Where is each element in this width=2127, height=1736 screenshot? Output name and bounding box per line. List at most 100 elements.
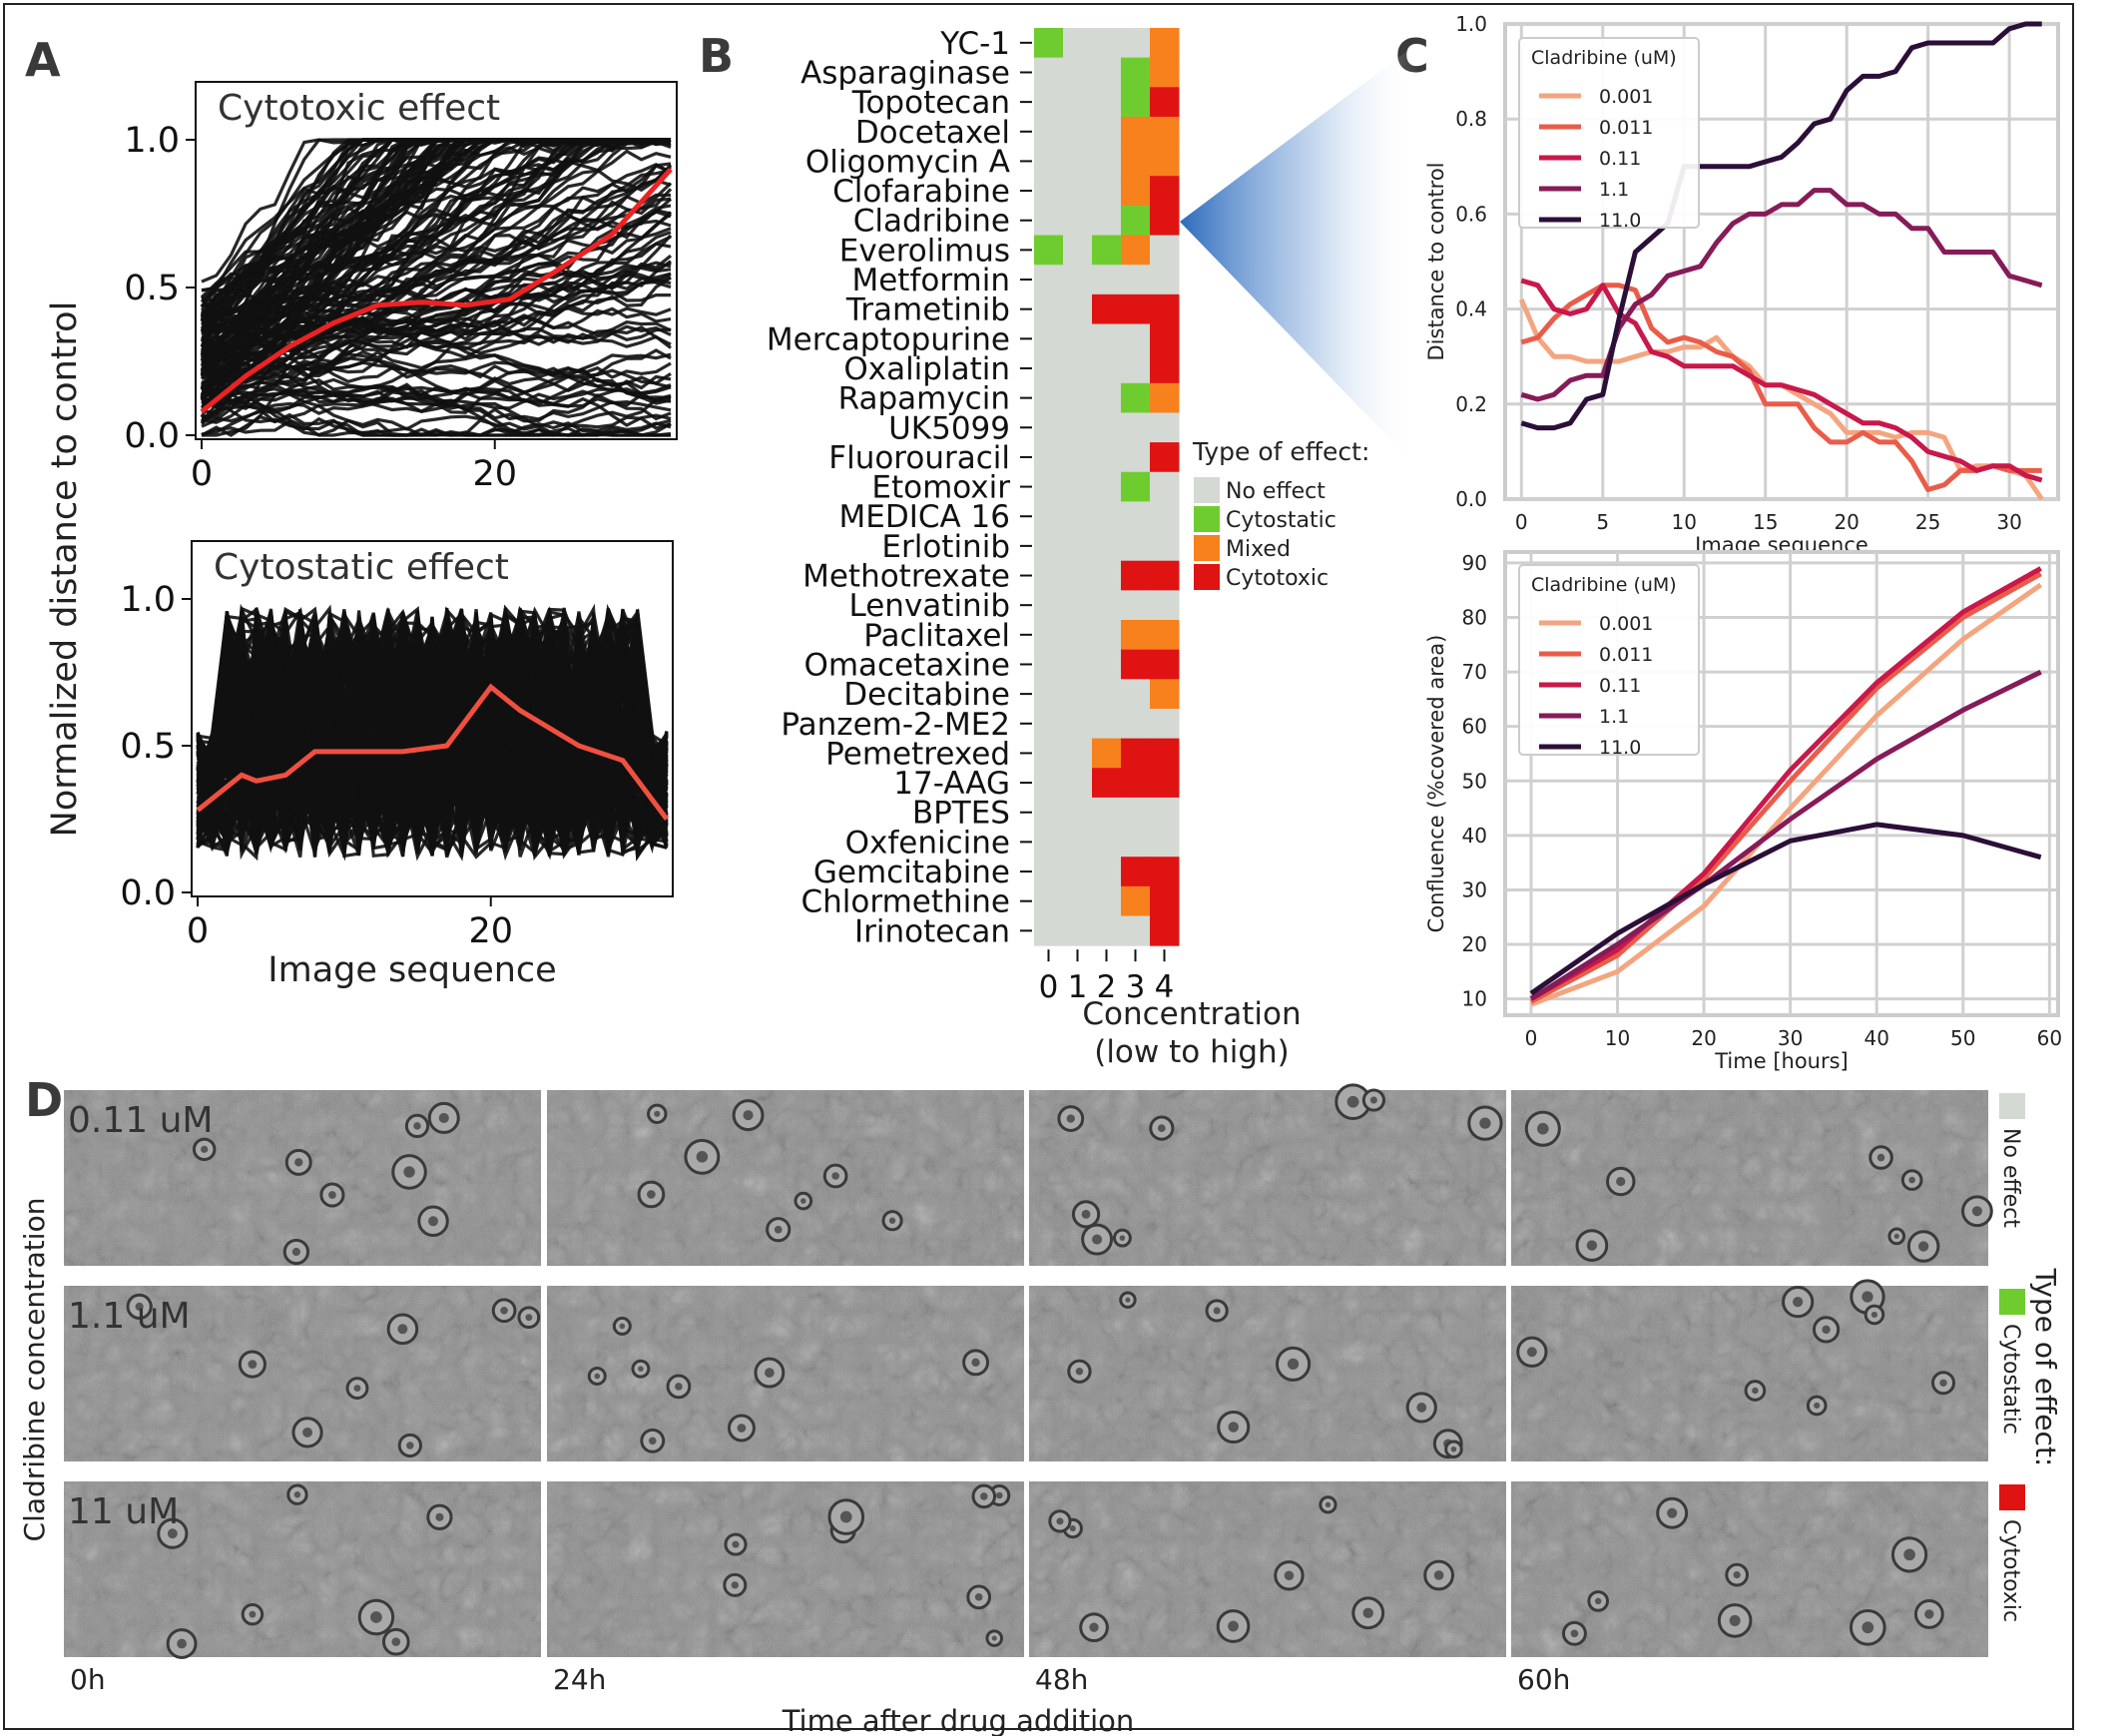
cell-nucleus — [248, 1360, 258, 1369]
effect-legend-swatch — [1194, 535, 1220, 561]
heatmap-cell — [1092, 205, 1122, 237]
heatmap-cell — [1063, 857, 1093, 887]
panel-d-ylabel: Cladribine concentration — [18, 1198, 51, 1542]
time-label: 24h — [553, 1663, 606, 1696]
drug-label: Oxfenicine — [845, 825, 1010, 861]
heatmap-cell — [1063, 649, 1093, 680]
y-tick-label: 1.0 — [1455, 12, 1487, 36]
sample-trajectory — [197, 603, 668, 857]
drug-label: Paclitaxel — [863, 618, 1010, 654]
sample-trajectory — [200, 214, 672, 307]
drug-label: Topotecan — [851, 85, 1010, 121]
sample-trajectory — [201, 348, 672, 405]
cell-nucleus — [201, 1145, 209, 1153]
series-line — [1529, 566, 2042, 1001]
micrograph-tile — [547, 1286, 1024, 1461]
time-label: 48h — [1035, 1663, 1088, 1696]
heatmap-cell — [1150, 471, 1180, 502]
drug-label: Asparaginase — [800, 55, 1010, 91]
cell-nucleus — [991, 1635, 997, 1641]
heatmap-cell — [1034, 560, 1064, 591]
heatmap-cell — [1121, 620, 1151, 651]
sample-trajectory — [201, 205, 672, 362]
cell-nucleus — [167, 1528, 178, 1539]
x-tick-label: 20 — [1834, 510, 1859, 534]
cell-nucleus — [302, 1427, 312, 1438]
drug-label: Erlotinib — [881, 529, 1010, 565]
cell-nucleus — [1861, 1621, 1874, 1634]
heatmap-cell — [1121, 471, 1151, 502]
cell-nucleus — [737, 1424, 747, 1433]
legend-box — [1518, 564, 1700, 756]
y-tick-label: 0.5 — [120, 727, 176, 767]
cell-nucleus — [743, 1110, 754, 1121]
heatmap-cell — [1063, 412, 1093, 443]
cell-nucleus — [800, 1198, 806, 1204]
cell-nucleus — [1228, 1620, 1239, 1632]
heatmap-cell — [1092, 738, 1122, 769]
heatmap-cell — [1063, 28, 1093, 59]
concentration-label: 2 — [1097, 969, 1117, 1005]
heatmap-cell — [1063, 620, 1093, 651]
heatmap-cell — [1063, 560, 1093, 591]
heatmap-cell — [1034, 857, 1064, 887]
heatmap-cell — [1034, 649, 1064, 680]
cell-nucleus — [971, 1358, 980, 1367]
drug-label: MEDICA 16 — [839, 499, 1011, 535]
cell-nucleus — [774, 1225, 783, 1234]
heatmap-cell — [1150, 442, 1180, 473]
heatmap-cell — [1063, 915, 1093, 946]
heatmap-cell — [1092, 28, 1122, 59]
series-line — [1530, 582, 2043, 1007]
heatmap-cell — [1121, 293, 1151, 324]
heatmap-cell — [1034, 885, 1064, 916]
effect-legend-label: Mixed — [1226, 537, 1291, 562]
heatmap-cell — [1063, 235, 1093, 266]
heatmap-cell — [1150, 116, 1180, 148]
heatmap-cell — [1150, 590, 1180, 621]
micrograph-grain — [547, 1286, 1024, 1461]
micrograph-tile — [1029, 1481, 1506, 1657]
cell-nucleus — [1876, 1153, 1885, 1162]
heatmap-cell — [1092, 265, 1122, 295]
heatmap-cell — [1150, 323, 1180, 354]
sample-trajectory — [201, 276, 672, 389]
heatmap-cell — [1063, 57, 1093, 88]
effect-swatch — [1999, 1093, 2025, 1119]
heatmap-cell — [1121, 205, 1151, 237]
y-tick-label: 10 — [1462, 987, 1487, 1011]
sample-trajectory — [201, 392, 672, 423]
panel-a: Normalized distance to control Cytotoxic… — [45, 81, 678, 990]
cell-nucleus — [370, 1611, 382, 1623]
heatmap-cell — [1092, 382, 1122, 413]
x-tick-label: 10 — [1605, 1026, 1630, 1050]
effect-legend-swatch — [1194, 506, 1220, 532]
heatmap-cell — [1121, 857, 1151, 887]
x-tick-label: 30 — [1996, 510, 2021, 534]
cell-nucleus — [974, 1593, 983, 1601]
heatmap-cell — [1121, 323, 1151, 354]
cell-nucleus — [1362, 1607, 1373, 1619]
cell-nucleus — [1917, 1241, 1929, 1252]
time-label: 60h — [1517, 1663, 1570, 1696]
cell-nucleus — [1822, 1325, 1831, 1335]
heatmap-cell — [1034, 412, 1064, 443]
x-tick-label: 25 — [1915, 510, 1940, 534]
series-line — [1529, 571, 2042, 1004]
heatmap-cell — [1034, 797, 1064, 829]
cell-nucleus — [619, 1323, 626, 1330]
cell-nucleus — [1893, 1233, 1899, 1239]
cell-nucleus — [1924, 1609, 1934, 1619]
time-label: 0h — [70, 1663, 106, 1696]
x-tick-label: 5 — [1596, 510, 1609, 534]
micrograph-tile — [1029, 1083, 1506, 1266]
heatmap-cell — [1092, 323, 1122, 354]
effect-side-label: Cytostatic — [1998, 1324, 2023, 1435]
heatmap-cell — [1034, 738, 1064, 769]
heatmap-cell — [1063, 827, 1093, 858]
effect-legend-label: Cytostatic — [1226, 508, 1336, 533]
heatmap-cell — [1121, 235, 1151, 266]
concentration-label: 1 — [1068, 969, 1088, 1005]
heatmap-cell — [1121, 649, 1151, 680]
micrograph-tile — [547, 1090, 1024, 1266]
